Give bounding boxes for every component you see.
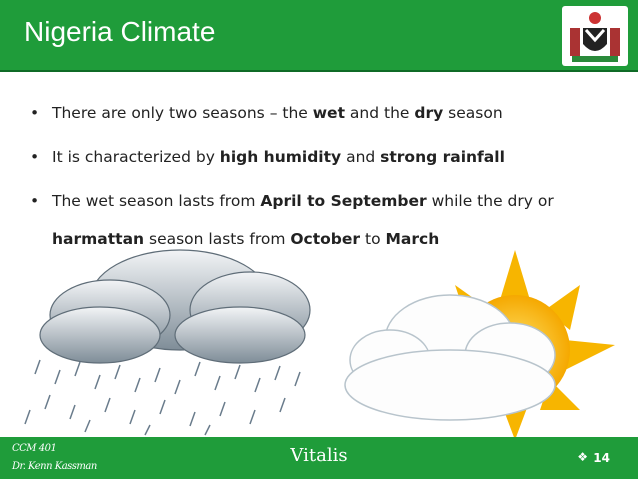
header-bar: Nigeria Climate	[0, 0, 638, 72]
bullet-text: March	[385, 230, 440, 248]
bullet-text: while the dry or	[426, 192, 554, 210]
bullet-text: strong rainfall	[380, 148, 505, 166]
bullet-text: high humidity	[219, 148, 342, 166]
white-cloud	[344, 294, 556, 421]
bullet-text: dry	[414, 104, 444, 122]
author: Dr. Kenn Kassman	[12, 461, 97, 472]
coat-of-arms	[562, 6, 628, 66]
illustrations	[24, 6, 628, 437]
bullet-text: and	[341, 148, 381, 166]
rain-cloud	[39, 249, 311, 364]
bullet-text: and the	[344, 104, 415, 122]
bullet-text: October	[290, 230, 361, 248]
bullet-text: wet	[312, 104, 345, 122]
bullet-item: The wet season lasts from April to Septe…	[30, 182, 610, 258]
footer-center: Vitalis	[290, 445, 348, 466]
bullet-text: season lasts from	[144, 230, 291, 248]
rain	[24, 359, 301, 436]
course-code: CCM 401	[12, 443, 57, 454]
bullet-text: It is characterized by	[52, 148, 220, 166]
bullet-text: to	[360, 230, 386, 248]
bullet-item: It is characterized by high humidity and…	[30, 138, 610, 176]
bullet-text: The wet season lasts from	[52, 192, 261, 210]
bullet-list: There are only two seasons – the wet and…	[30, 94, 610, 264]
footer-bar: CCM 401 Dr. Kenn Kassman Vitalis ❖ 14	[0, 437, 638, 479]
page-icon: ❖	[577, 450, 588, 464]
slide-title: Nigeria Climate	[24, 16, 216, 47]
bullet-item: There are only two seasons – the wet and…	[30, 94, 610, 132]
bullet-text: season	[443, 104, 503, 122]
bullet-text: April to September	[260, 192, 427, 210]
bullet-text: harmattan	[52, 230, 145, 248]
page-number: 14	[593, 451, 610, 465]
bullet-text: There are only two seasons – the	[52, 104, 313, 122]
